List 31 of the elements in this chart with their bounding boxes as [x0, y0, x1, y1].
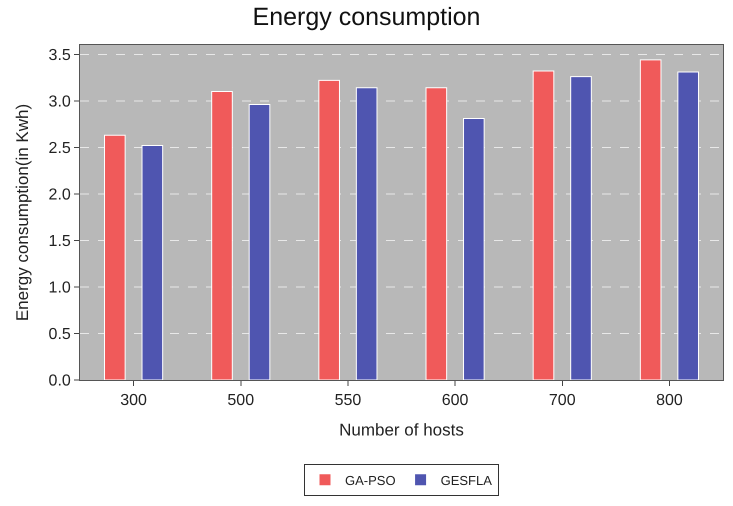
x-tick-label: 800 — [656, 392, 683, 410]
bar — [677, 71, 699, 380]
bar — [426, 87, 448, 380]
y-tick-label: 3.0 — [48, 93, 71, 110]
bar — [532, 70, 554, 380]
legend-label: GESFLA — [440, 472, 492, 488]
y-tick-label: 2.0 — [48, 186, 71, 204]
bar — [570, 76, 592, 380]
bar — [248, 104, 270, 380]
y-tick-label: 1.5 — [48, 233, 71, 250]
bar — [356, 87, 378, 380]
y-tick-label: 1.0 — [48, 280, 71, 297]
x-tick-label: 600 — [442, 392, 469, 410]
y-tick-label: 0.5 — [48, 326, 71, 344]
y-tick-label: 0.0 — [48, 372, 71, 390]
x-tick-label: 300 — [120, 392, 148, 410]
x-tick-label: 700 — [548, 392, 576, 410]
x-tick-label: 500 — [227, 392, 254, 410]
bar — [463, 118, 485, 380]
bar — [104, 134, 126, 380]
y-axis-title: Energy consumption(in Kwh) — [13, 104, 32, 322]
x-tick-label: 550 — [334, 392, 362, 410]
bar — [318, 80, 340, 380]
y-tick-label: 3.5 — [48, 46, 71, 64]
y-tick-label: 2.5 — [48, 140, 71, 157]
x-axis-title: Number of hosts — [339, 420, 464, 440]
bar — [211, 91, 233, 380]
legend-label: GA-PSO — [345, 472, 396, 488]
chart-title: Energy consumption — [252, 3, 480, 32]
bar — [640, 59, 662, 380]
bar — [142, 145, 164, 380]
